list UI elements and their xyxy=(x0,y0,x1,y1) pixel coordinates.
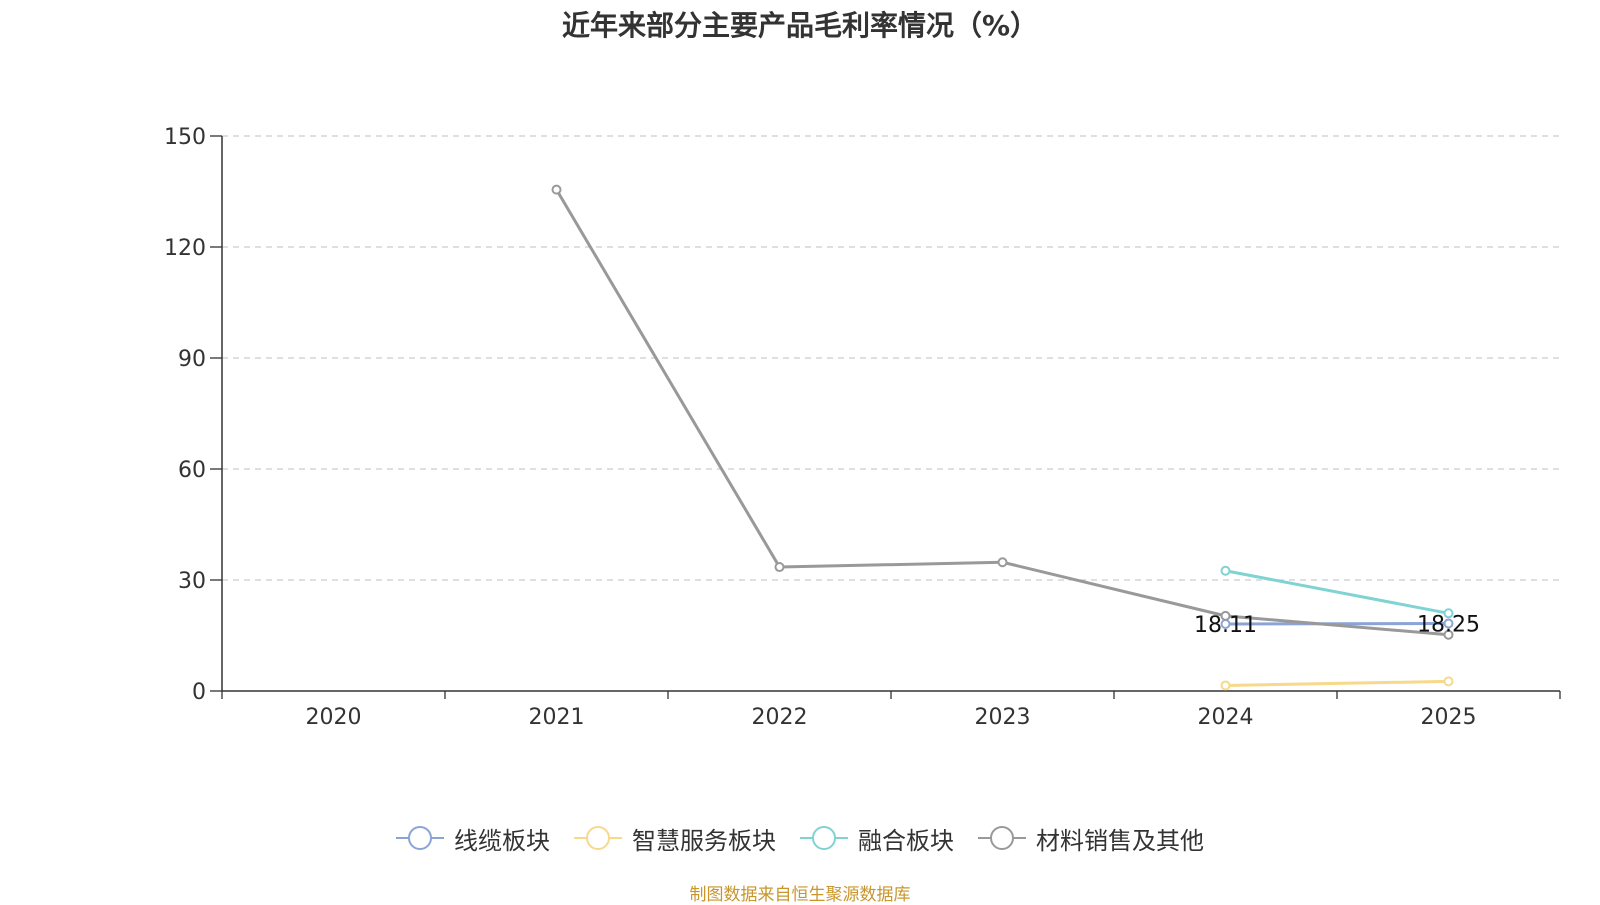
legend-marker-icon xyxy=(800,825,848,851)
legend-item-2[interactable]: 智慧服务板块 xyxy=(574,821,776,856)
legend: 线缆板块 智慧服务板块 融合板块 材料销售及其他 xyxy=(0,818,1600,858)
legend-label: 智慧服务板块 xyxy=(632,821,776,856)
data-point-4[interactable] xyxy=(553,186,561,194)
data-point-2[interactable] xyxy=(1445,677,1453,685)
legend-label: 融合板块 xyxy=(858,821,954,856)
x-tick-label: 2021 xyxy=(529,705,585,730)
y-tick-label: 90 xyxy=(178,347,206,372)
legend-item-1[interactable]: 线缆板块 xyxy=(396,821,550,856)
legend-label: 材料销售及其他 xyxy=(1036,821,1204,856)
series-line-3 xyxy=(1226,571,1449,614)
data-label: 18.11 xyxy=(1194,613,1257,638)
y-tick-label: 0 xyxy=(192,680,206,705)
y-tick-label: 60 xyxy=(178,458,206,483)
source-note: 制图数据来自恒生聚源数据库 xyxy=(0,880,1600,905)
series-line-4 xyxy=(557,190,1449,635)
legend-item-4[interactable]: 材料销售及其他 xyxy=(978,821,1204,856)
legend-item-3[interactable]: 融合板块 xyxy=(800,821,954,856)
x-tick-label: 2020 xyxy=(306,705,362,730)
data-point-3[interactable] xyxy=(1222,567,1230,575)
x-tick-label: 2022 xyxy=(752,705,808,730)
legend-label: 线缆板块 xyxy=(454,821,550,856)
data-label: 18.25 xyxy=(1417,612,1480,637)
data-point-4[interactable] xyxy=(776,563,784,571)
y-tick-label: 120 xyxy=(164,236,206,261)
x-tick-label: 2023 xyxy=(975,705,1031,730)
data-point-4[interactable] xyxy=(999,558,1007,566)
x-tick-label: 2025 xyxy=(1421,705,1477,730)
y-tick-label: 30 xyxy=(178,569,206,594)
x-tick-label: 2024 xyxy=(1198,705,1254,730)
legend-marker-icon xyxy=(574,825,622,851)
y-tick-label: 150 xyxy=(164,125,206,150)
legend-marker-icon xyxy=(978,825,1026,851)
series-line-2 xyxy=(1226,681,1449,685)
data-point-2[interactable] xyxy=(1222,681,1230,689)
legend-marker-icon xyxy=(396,825,444,851)
line-chart: 0 30 60 90 120 150 2020 2021 2022 2023 2024 2025 18.… xyxy=(0,0,1600,900)
